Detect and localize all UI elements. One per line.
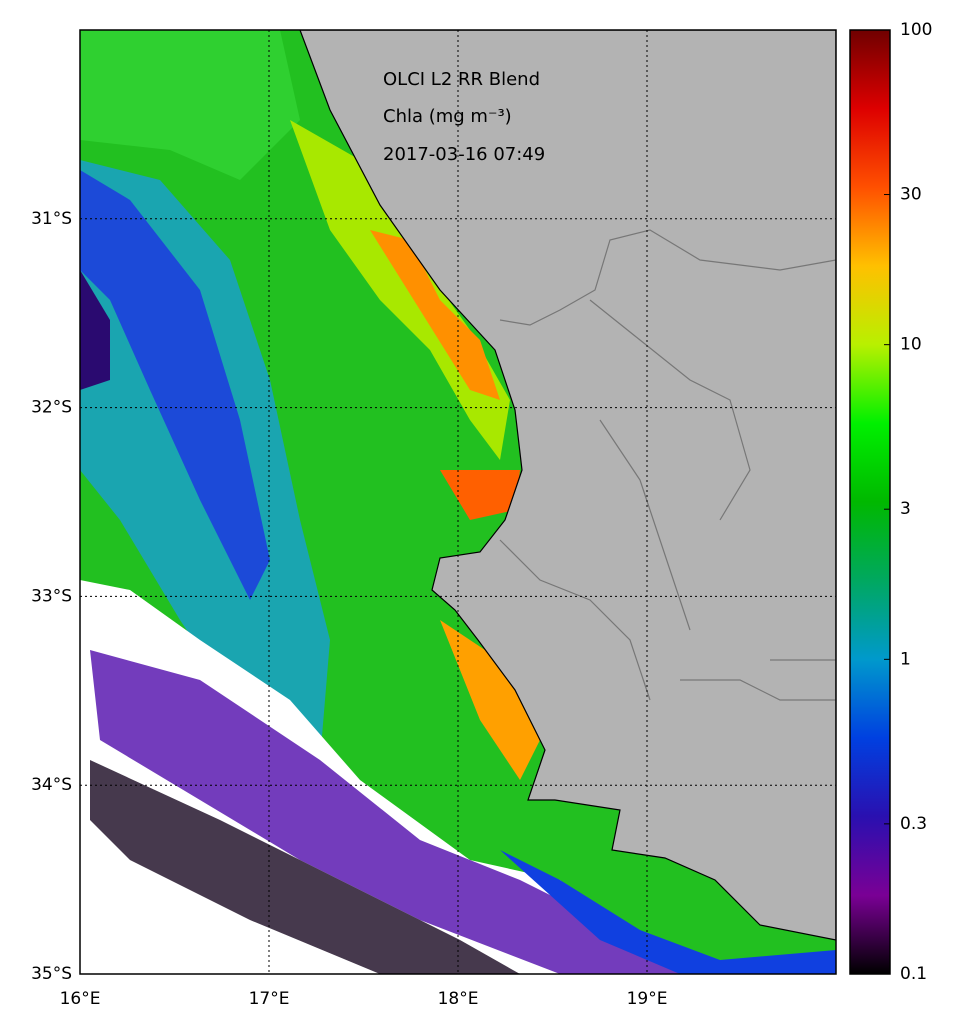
- y-tick-label: 31°S: [31, 209, 72, 229]
- colorbar-tick-label: 0.3: [900, 814, 927, 834]
- ocean-patch: [440, 620, 540, 780]
- map-image: [80, 30, 836, 974]
- y-tick-label: 35°S: [31, 964, 72, 984]
- x-tick-label: 17°E: [249, 989, 290, 1009]
- ocean-patch: [90, 650, 700, 974]
- map-frame: [79, 29, 837, 975]
- x-tick-label: 19°E: [627, 989, 668, 1009]
- y-tick-label: 34°S: [31, 775, 72, 795]
- colorbar-tick-label: 30: [900, 185, 922, 205]
- x-tick-label: 18°E: [438, 989, 479, 1009]
- colorbar-tick-label: 10: [900, 335, 922, 355]
- ocean-patch: [80, 30, 300, 180]
- ocean-patch: [500, 850, 836, 974]
- land: [299, 30, 836, 941]
- ocean-patch: [370, 230, 500, 400]
- ocean-patch: [90, 760, 520, 974]
- annotation: OLCI L2 RR Blend: [383, 69, 540, 90]
- y-tick-label: 33°S: [31, 586, 72, 606]
- colorbar-tick-label: 1: [900, 649, 911, 669]
- annotation: 2017-03-16 07:49: [383, 144, 545, 165]
- colorbar-tick-label: 100: [900, 20, 932, 40]
- colorbar-tick-label: 3: [900, 499, 911, 519]
- ocean-patch: [80, 270, 110, 390]
- rivers: [499, 229, 836, 701]
- annotation: Chla (mg m⁻³): [383, 106, 512, 127]
- colorbar: [849, 29, 891, 975]
- colorbar-tick-label: 0.1: [900, 964, 927, 984]
- ocean-patch: [440, 470, 520, 520]
- x-tick-label: 16°E: [60, 989, 101, 1009]
- ocean-patch: [290, 120, 510, 460]
- y-tick-label: 32°S: [31, 398, 72, 418]
- ocean-patch: [80, 170, 270, 600]
